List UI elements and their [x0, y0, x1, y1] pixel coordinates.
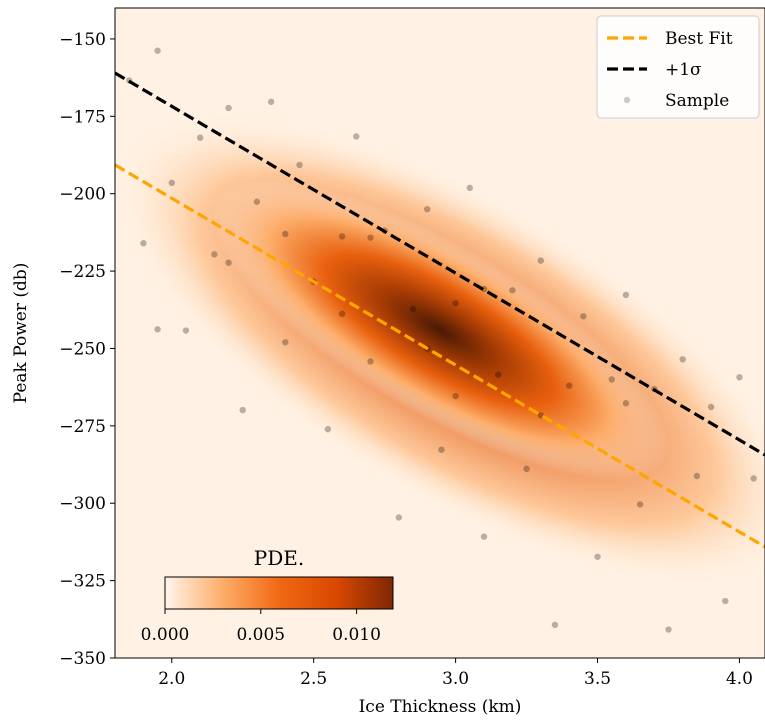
fit-line [115, 71, 765, 457]
sample-point [438, 446, 445, 453]
colorbar-label: PDE. [254, 546, 304, 570]
sample-point [452, 300, 459, 307]
sample-point [580, 313, 587, 320]
y-tick-label: −200 [59, 185, 106, 205]
sample-point [367, 358, 374, 365]
sample-point [551, 621, 559, 629]
sample-point [395, 514, 403, 521]
sample-point [239, 406, 246, 414]
sample-point [480, 533, 488, 540]
sample-point [466, 184, 474, 192]
sample-point [693, 472, 701, 480]
sample-point [565, 382, 573, 389]
sample-point [537, 257, 544, 264]
legend-label: +1σ [665, 60, 702, 80]
sample-point [707, 403, 715, 411]
x-tick-label: 4.0 [726, 669, 753, 689]
sample-point [523, 465, 530, 473]
y-tick-label: −250 [59, 339, 106, 359]
sample-point [736, 374, 743, 381]
colorbar-tick-label: 0.000 [141, 625, 190, 645]
y-tick-label: −300 [59, 494, 106, 514]
sample-point [196, 134, 204, 141]
sample-point [494, 371, 502, 378]
sample-point [509, 287, 516, 294]
sample-point [225, 259, 232, 266]
x-tick-label: 3.0 [442, 669, 469, 689]
sample-point [324, 426, 332, 433]
y-axis-label: Peak Power (db) [11, 263, 31, 404]
sample-point [154, 326, 161, 333]
sample-point [154, 47, 161, 54]
legend-box [596, 15, 760, 119]
sample-point [282, 339, 289, 346]
y-tick-label: −350 [59, 649, 106, 669]
sample-point [267, 98, 275, 105]
sample-point [750, 475, 757, 482]
y-tick-label: −175 [59, 107, 106, 127]
y-tick-label: −275 [59, 417, 106, 437]
colorbar-tick-label: 0.005 [236, 625, 285, 645]
x-tick-label: 2.0 [158, 669, 185, 689]
sample-point [296, 161, 303, 169]
sample-point [452, 392, 459, 400]
x-axis-label: Ice Thickness (km) [359, 697, 522, 717]
y-tick-label: −325 [59, 572, 106, 592]
x-tick-label: 3.5 [584, 669, 611, 689]
colorbar-bar [164, 576, 394, 610]
y-tick-label: −150 [59, 30, 106, 50]
sample-point [282, 230, 289, 238]
sample-point [353, 133, 360, 140]
legend-swatch [623, 96, 631, 104]
density-core [211, 179, 669, 481]
sample-point [594, 553, 601, 560]
sample-point [665, 626, 672, 633]
legend: Best Fit +1σ Sample [596, 15, 760, 119]
sample-point [168, 179, 175, 187]
marks [115, 47, 765, 633]
legend-label: Sample [665, 91, 729, 111]
sample-point [182, 327, 190, 334]
sample-point [679, 356, 686, 363]
fit-line [115, 163, 765, 549]
x-tick-label: 2.5 [300, 669, 327, 689]
sample-point [636, 501, 644, 508]
y-tick-label: −225 [59, 262, 106, 282]
sample-point [338, 310, 346, 318]
sample-point [338, 233, 346, 240]
sample-point [225, 104, 232, 112]
sample-point [622, 291, 630, 299]
sample-point [211, 251, 218, 258]
sample-point [622, 400, 630, 407]
sample-point [608, 376, 615, 383]
sample-point [253, 198, 261, 205]
sample-point [367, 234, 374, 241]
legend-label: Best Fit [665, 29, 733, 49]
colorbar-tick-label: 0.010 [332, 625, 381, 645]
sample-point [140, 240, 147, 247]
sample-point [409, 305, 417, 313]
colorbar: PDE. 0.000 0.005 0.010 [141, 546, 394, 645]
sample-point [424, 205, 431, 213]
plot-frame [114, 7, 765, 659]
sample-point [722, 597, 729, 605]
